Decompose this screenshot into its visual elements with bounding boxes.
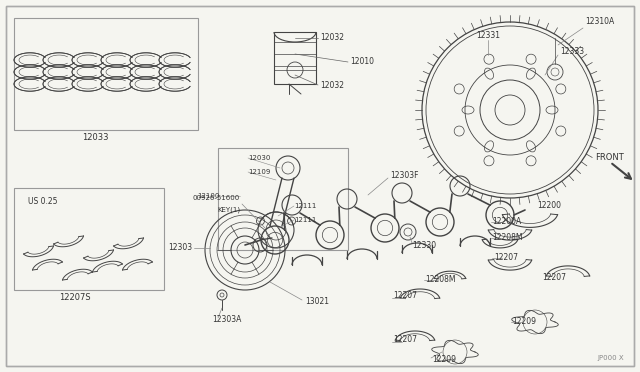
- Text: 12209: 12209: [432, 356, 456, 365]
- Text: 12207: 12207: [494, 253, 518, 263]
- Text: 12010: 12010: [350, 58, 374, 67]
- Text: 12331: 12331: [476, 31, 500, 39]
- Text: 12330: 12330: [412, 241, 436, 250]
- Text: 12032: 12032: [320, 80, 344, 90]
- Text: US 0.25: US 0.25: [28, 196, 58, 205]
- Text: 12207S: 12207S: [59, 294, 91, 302]
- Text: 12033: 12033: [82, 134, 108, 142]
- Text: 12100: 12100: [198, 193, 220, 199]
- Text: 12208M: 12208M: [492, 234, 522, 243]
- Text: 12032: 12032: [320, 33, 344, 42]
- Text: 12310A: 12310A: [585, 17, 614, 26]
- Text: 12208M: 12208M: [425, 276, 456, 285]
- Bar: [14, 18, 198, 130]
- Text: 12030: 12030: [248, 155, 270, 161]
- Text: 12200: 12200: [537, 201, 561, 209]
- Bar: [14, 188, 164, 290]
- Text: 12200A: 12200A: [492, 218, 521, 227]
- Text: 12207: 12207: [542, 273, 566, 282]
- Text: FRONT: FRONT: [596, 154, 625, 163]
- Text: 00926-51600: 00926-51600: [193, 195, 240, 201]
- Text: JP000 X: JP000 X: [597, 355, 623, 361]
- Text: 12109: 12109: [248, 169, 270, 175]
- Bar: [274, 32, 316, 84]
- Text: 12111: 12111: [294, 217, 316, 223]
- Bar: [218, 148, 348, 250]
- Text: 13021: 13021: [305, 298, 329, 307]
- Text: 12303: 12303: [168, 244, 192, 253]
- Text: 12207: 12207: [393, 336, 417, 344]
- Text: 12333: 12333: [560, 48, 584, 57]
- Text: 12111: 12111: [294, 203, 316, 209]
- Text: 12209: 12209: [512, 317, 536, 327]
- Text: 12207: 12207: [393, 291, 417, 299]
- Text: KEY(1): KEY(1): [217, 207, 240, 213]
- Text: 12303F: 12303F: [390, 170, 419, 180]
- Text: 12303A: 12303A: [212, 315, 241, 324]
